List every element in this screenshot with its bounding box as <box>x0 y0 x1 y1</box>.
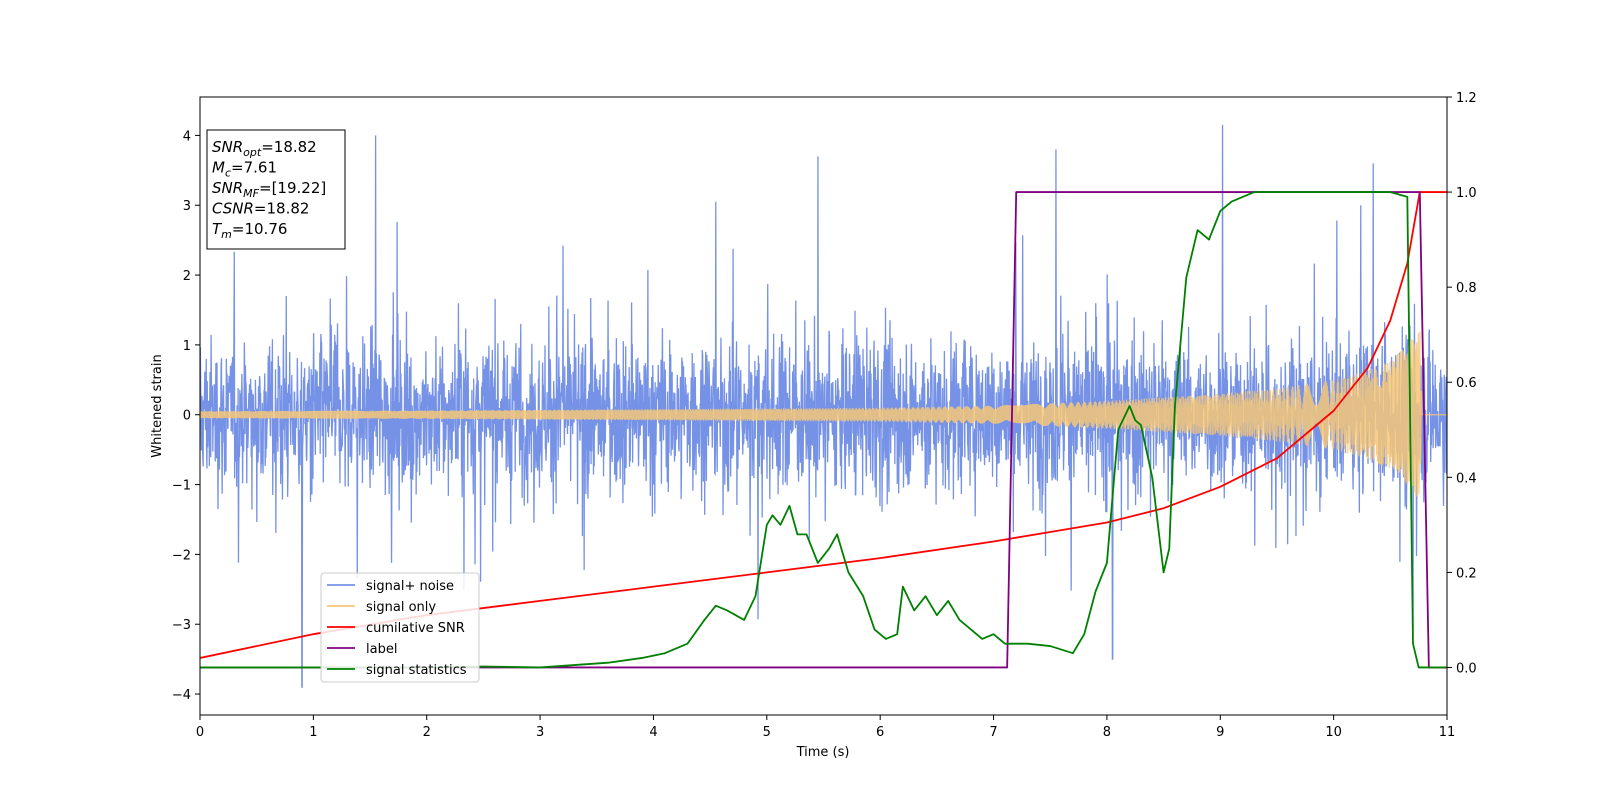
legend-item: signal statistics <box>327 663 467 678</box>
x-tick-label: 7 <box>989 725 997 740</box>
info-subscript: MF <box>243 187 259 200</box>
x-tick-label: 0 <box>196 725 204 740</box>
x-tick-label: 1 <box>309 725 317 740</box>
y-axis: −4 −3 −2 −1 0 1 2 3 4 <box>172 129 200 703</box>
series-signal-statistics-line <box>200 191 1447 669</box>
x-axis-label: Time (s) <box>796 745 850 760</box>
series-signal-only-line <box>200 331 1447 497</box>
legend-item: signal+ noise <box>327 579 454 594</box>
legend: signal+ noise signal only cumilative SNR la… <box>320 572 480 683</box>
info-box: SNRopt=18.82Mc=7.61SNRMF=[19.22]CSNR=18.… <box>206 129 346 250</box>
y2-axis: 0.0 0.2 0.4 0.6 0.8 1.0 1.2 <box>1447 91 1477 676</box>
legend-frame <box>320 572 480 683</box>
x-tick-label: 4 <box>649 725 657 740</box>
y2-tick-label: 0.6 <box>1456 376 1477 391</box>
x-tick-label: 10 <box>1325 725 1342 740</box>
info-symbol: M <box>212 159 225 177</box>
info-subscript: c <box>225 167 231 180</box>
info-symbol: CSNR <box>212 200 254 218</box>
legend-item: label <box>327 642 397 657</box>
legend-label: label <box>366 642 397 657</box>
info-value: =10.76 <box>232 220 288 238</box>
info-row: CSNR=18.82 <box>212 200 309 218</box>
y-tick-label: −4 <box>172 688 191 703</box>
y2-tick-label: 0.2 <box>1456 566 1477 581</box>
x-tick-label: 3 <box>536 725 544 740</box>
x-tick-label: 11 <box>1439 725 1456 740</box>
info-row: Mc=7.61 <box>212 159 277 180</box>
x-axis: 0 1 2 3 4 5 6 7 8 9 10 11 <box>196 715 1455 740</box>
x-tick-label: 6 <box>876 725 884 740</box>
x-tick-label: 9 <box>1216 725 1224 740</box>
y-tick-label: −3 <box>172 618 191 633</box>
info-symbol: SNR <box>212 138 243 156</box>
info-value: =[19.22] <box>259 179 326 197</box>
legend-label: cumilative SNR <box>366 621 465 636</box>
info-row: Tm=10.76 <box>212 220 287 241</box>
info-row: SNRopt=18.82 <box>212 138 317 159</box>
legend-label: signal statistics <box>366 663 467 678</box>
legend-label: signal only <box>366 600 436 615</box>
y2-tick-label: 0.4 <box>1456 471 1477 486</box>
y-tick-label: 0 <box>183 409 191 424</box>
x-tick-label: 2 <box>423 725 431 740</box>
y-tick-label: −2 <box>172 548 191 563</box>
x-tick-label: 8 <box>1103 725 1111 740</box>
info-value: =7.61 <box>231 159 277 177</box>
y2-tick-label: 1.2 <box>1456 91 1477 106</box>
legend-label: signal+ noise <box>366 579 454 594</box>
y-axis-label: Whitened strain <box>150 354 165 457</box>
y2-tick-label: 0.0 <box>1456 661 1477 676</box>
x-tick-label: 5 <box>763 725 771 740</box>
info-symbol: SNR <box>212 179 243 197</box>
y-tick-label: −1 <box>172 479 191 494</box>
info-symbol: T <box>212 220 223 238</box>
info-box-frame <box>206 129 346 250</box>
y-tick-label: 1 <box>183 339 191 354</box>
y-tick-label: 2 <box>183 269 191 284</box>
info-value: =18.82 <box>254 200 310 218</box>
y-tick-label: 3 <box>183 199 191 214</box>
info-subscript: opt <box>243 146 262 159</box>
y2-tick-label: 1.0 <box>1456 186 1477 201</box>
series-cumulative-snr-line <box>200 191 1447 659</box>
y-tick-label: 4 <box>183 129 191 144</box>
info-value: =18.82 <box>261 138 317 156</box>
plot-frame <box>199 96 1448 716</box>
info-row: SNRMF=[19.22] <box>212 179 326 200</box>
info-subscript: m <box>221 228 232 241</box>
legend-item: cumilative SNR <box>327 621 465 636</box>
y2-tick-label: 0.8 <box>1456 281 1477 296</box>
legend-item: signal only <box>327 600 436 615</box>
